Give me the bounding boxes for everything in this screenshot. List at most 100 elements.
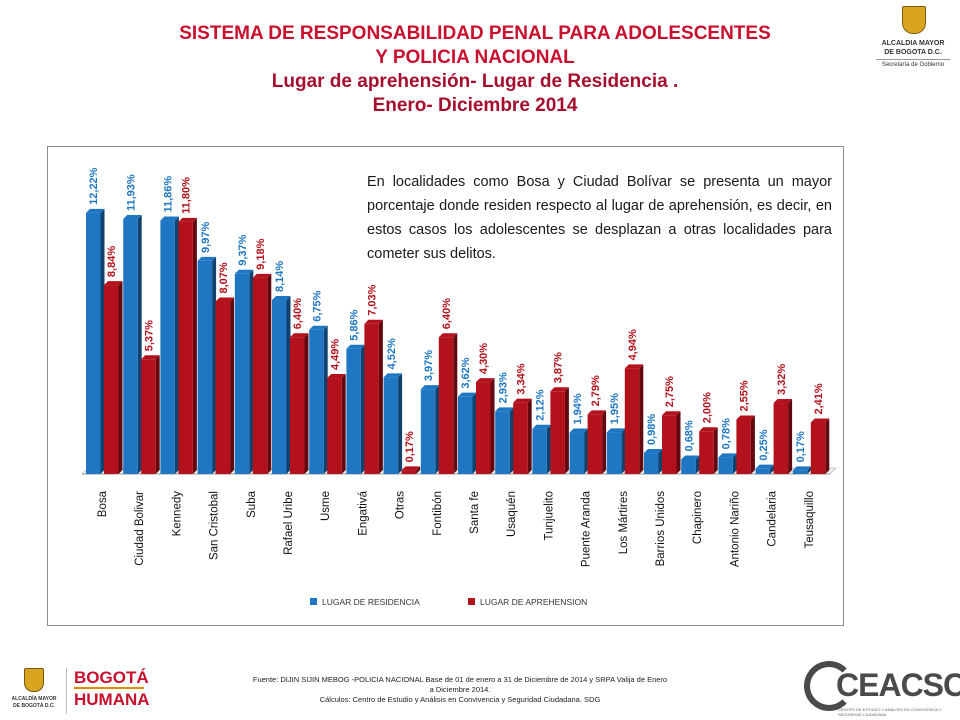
alcaldia-logo-text-1: ALCALDÍA MAYOR: [11, 696, 57, 702]
bar-top-aprehension-0: [104, 281, 123, 286]
bar-side-residencia-10: [472, 392, 477, 474]
bar-top-aprehension-7: [364, 319, 383, 324]
bar-top-aprehension-4: [252, 273, 272, 278]
bar-top-aprehension-15: [662, 411, 681, 416]
bar-side-aprehension-5: [304, 333, 309, 474]
value-label-residencia-9: 3,97%: [423, 350, 435, 381]
bar-top-aprehension-11: [513, 398, 532, 403]
bar-top-residencia-18: [755, 464, 775, 469]
bar-top-aprehension-3: [215, 297, 235, 302]
legend-label-residencia: LUGAR DE RESIDENCIA: [322, 597, 420, 607]
value-label-aprehension-7: 7,03%: [367, 284, 379, 315]
category-label-15: Barrios Unidos: [655, 491, 667, 567]
bar-side-residencia-3: [212, 256, 217, 474]
bar-top-residencia-9: [420, 385, 440, 390]
bar-top-residencia-6: [309, 325, 328, 330]
ceacsc-logo: CEACSC CENTRO DE ESTUDIO Y ANÁLISIS EN C…: [800, 655, 960, 717]
alcaldia-crest-logo: ALCALDIA MAYOR DE BOGOTA D.C. Secretaría…: [870, 4, 956, 78]
bar-aprehension-17: [736, 419, 751, 474]
value-label-residencia-16: 0,68%: [683, 420, 695, 451]
bar-side-residencia-7: [360, 344, 365, 474]
alcaldia-logo: ALCALDÍA MAYOR DE BOGOTÁ D.C.: [6, 664, 62, 716]
category-label-8: Otras: [395, 491, 407, 519]
value-label-aprehension-6: 4,49%: [329, 339, 341, 370]
bar-residencia-11: [495, 411, 510, 474]
bar-residencia-4: [234, 273, 250, 474]
value-label-aprehension-2: 11,80%: [181, 177, 193, 214]
bar-side-aprehension-14: [639, 364, 644, 474]
bar-chart: 12,22% 8,84% Bosa 11,93% 5,37% Ciudad Bolivar…: [81, 167, 837, 607]
bar-aprehension-11: [513, 402, 528, 474]
bar-residencia-6: [309, 329, 324, 474]
value-label-aprehension-19: 2,41%: [813, 383, 825, 414]
bogota-logo-bar: [74, 687, 144, 689]
value-label-residencia-11: 2,93%: [497, 372, 509, 403]
bar-aprehension-9: [438, 337, 454, 474]
value-label-aprehension-14: 4,94%: [627, 329, 639, 360]
bar-top-residencia-2: [160, 216, 179, 221]
bar-side-residencia-13: [584, 428, 589, 474]
value-label-aprehension-11: 3,34%: [515, 363, 527, 394]
value-label-residencia-5: 8,14%: [274, 261, 286, 292]
value-label-residencia-6: 6,75%: [311, 290, 323, 321]
bar-top-aprehension-16: [699, 427, 718, 432]
bar-residencia-7: [346, 348, 361, 474]
subtitle-line-2: Enero- Diciembre 2014: [372, 95, 578, 116]
legend-swatch-aprehension: [468, 598, 475, 605]
category-label-9: Fontibón: [432, 491, 444, 536]
bar-aprehension-18: [773, 403, 789, 474]
value-label-residencia-13: 1,94%: [572, 393, 584, 424]
category-label-5: Rafael Uribe: [283, 491, 295, 555]
bar-top-residencia-13: [569, 428, 589, 433]
bar-top-residencia-4: [234, 269, 254, 274]
bar-residencia-2: [160, 220, 175, 474]
category-label-11: Usaquén: [506, 491, 518, 537]
bar-residencia-5: [272, 300, 287, 474]
value-label-aprehension-15: 2,75%: [664, 376, 676, 407]
bar-top-residencia-12: [532, 424, 551, 429]
value-label-aprehension-8: 0,17%: [404, 431, 416, 462]
value-label-residencia-19: 0,17%: [795, 431, 807, 462]
bar-residencia-14: [606, 432, 622, 474]
value-label-residencia-3: 9,97%: [200, 222, 212, 253]
bar-top-residencia-14: [606, 428, 626, 433]
value-label-residencia-0: 12,22%: [88, 167, 100, 205]
bar-residencia-8: [383, 377, 399, 474]
bar-side-aprehension-6: [341, 374, 346, 474]
bar-top-residencia-0: [86, 208, 105, 213]
bar-aprehension-6: [327, 378, 342, 474]
value-label-residencia-8: 4,52%: [386, 338, 398, 369]
bar-side-aprehension-2: [192, 217, 197, 474]
value-label-residencia-18: 0,25%: [758, 429, 770, 460]
category-label-16: Chapinero: [692, 491, 704, 544]
bar-top-residencia-8: [383, 373, 403, 378]
bar-top-aprehension-19: [810, 418, 830, 423]
bar-side-aprehension-10: [490, 378, 495, 474]
value-label-residencia-12: 2,12%: [535, 389, 547, 420]
shield-icon: [902, 6, 926, 34]
bar-residencia-17: [718, 457, 733, 474]
shield-icon: [24, 668, 44, 692]
bar-side-residencia-11: [509, 407, 514, 474]
bar-top-aprehension-13: [587, 410, 607, 415]
bar-top-aprehension-8: [401, 466, 421, 471]
bar-side-aprehension-4: [267, 273, 272, 474]
value-label-aprehension-1: 5,37%: [143, 320, 155, 351]
bar-top-residencia-10: [458, 392, 477, 397]
value-label-aprehension-17: 2,55%: [739, 380, 751, 411]
bar-aprehension-15: [662, 415, 677, 474]
value-label-residencia-15: 0,98%: [646, 414, 658, 445]
bar-top-aprehension-9: [438, 333, 458, 338]
value-label-aprehension-18: 3,32%: [776, 364, 788, 395]
value-label-aprehension-12: 3,87%: [553, 352, 565, 383]
alcaldia-logo-text-2: DE BOGOTÁ D.C.: [13, 703, 55, 709]
bar-side-aprehension-13: [602, 410, 607, 474]
source-line-2: a Diciembre 2014.: [429, 685, 491, 694]
category-label-10: Santa fe: [469, 491, 481, 534]
bar-aprehension-13: [587, 414, 603, 474]
bar-side-aprehension-8: [416, 466, 421, 474]
category-label-1: Ciudad Bolivar: [134, 491, 146, 566]
ceacsc-logo-text: CEACSC: [836, 667, 960, 703]
bar-top-aprehension-12: [550, 387, 569, 392]
title-line-2: Y POLICIA NACIONAL: [375, 47, 575, 68]
